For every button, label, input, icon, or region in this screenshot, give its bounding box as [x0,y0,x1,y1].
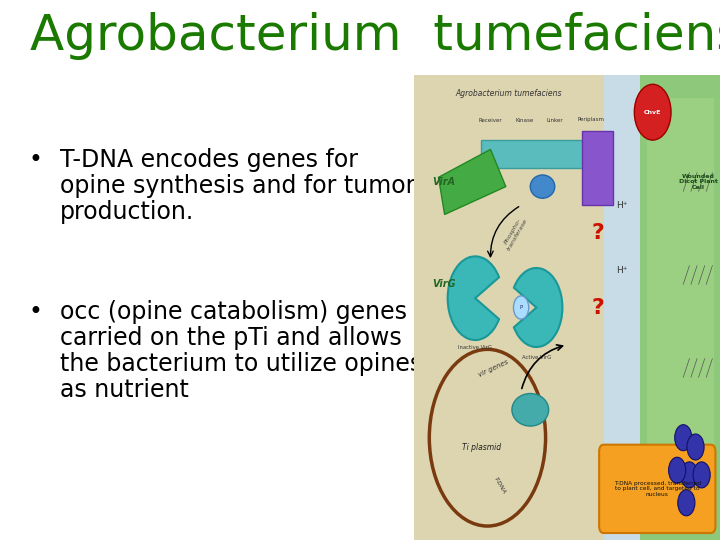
Circle shape [675,424,692,451]
Text: Active VirG: Active VirG [522,355,551,360]
Polygon shape [414,75,610,540]
Text: Periplasm: Periplasm [578,118,605,123]
Circle shape [687,434,704,460]
Text: Kinase: Kinase [515,118,534,123]
Text: T-DNA encodes genes for: T-DNA encodes genes for [60,148,358,172]
FancyBboxPatch shape [599,444,716,533]
Text: ?: ? [591,223,604,243]
Text: H⁺: H⁺ [616,266,628,275]
Text: vir genes: vir genes [477,359,510,378]
Polygon shape [582,131,613,205]
Circle shape [513,296,528,319]
Text: T-DNA processed, transferred
to plant cell, and targeted to
nucleus: T-DNA processed, transferred to plant ce… [613,481,701,497]
Text: ?: ? [591,298,604,318]
Text: Agrobacterium  tumefaciens: Agrobacterium tumefaciens [30,12,720,60]
Ellipse shape [512,394,549,426]
Text: production.: production. [60,200,194,224]
Polygon shape [481,140,598,168]
Text: VirG: VirG [432,279,456,289]
Text: •: • [28,148,42,172]
Text: Ti plasmid: Ti plasmid [462,442,501,451]
Text: occ (opine catabolism) genes: occ (opine catabolism) genes [60,300,407,324]
Text: T-DNA: T-DNA [492,476,507,495]
Polygon shape [603,75,647,540]
Circle shape [693,462,710,488]
Text: P: P [519,305,523,310]
Circle shape [634,84,671,140]
Polygon shape [647,98,714,517]
Wedge shape [514,268,562,347]
Wedge shape [448,256,499,340]
Circle shape [681,462,698,488]
Text: Inactive VirG: Inactive VirG [458,346,492,350]
Text: Linker: Linker [546,118,563,123]
Polygon shape [438,150,505,214]
Text: the bacterium to utilize opines: the bacterium to utilize opines [60,352,422,376]
Circle shape [678,490,695,516]
Text: as nutrient: as nutrient [60,378,189,402]
Text: Wounded
Dicot Plant
Cell: Wounded Dicot Plant Cell [679,174,718,190]
Text: •: • [28,300,42,324]
Polygon shape [641,75,720,540]
Text: VirA: VirA [432,177,455,187]
Ellipse shape [530,175,554,198]
Text: Phospho-
transferase: Phospho- transferase [501,215,528,252]
Text: carried on the pTi and allows: carried on the pTi and allows [60,326,402,350]
Text: ChvE: ChvE [644,110,662,114]
Text: opine synthesis and for tumor: opine synthesis and for tumor [60,174,415,198]
Text: H⁺: H⁺ [616,201,628,210]
Text: Agrobacterium tumefaciens: Agrobacterium tumefaciens [456,89,562,98]
Circle shape [669,457,685,483]
Text: Receiver: Receiver [479,118,503,123]
